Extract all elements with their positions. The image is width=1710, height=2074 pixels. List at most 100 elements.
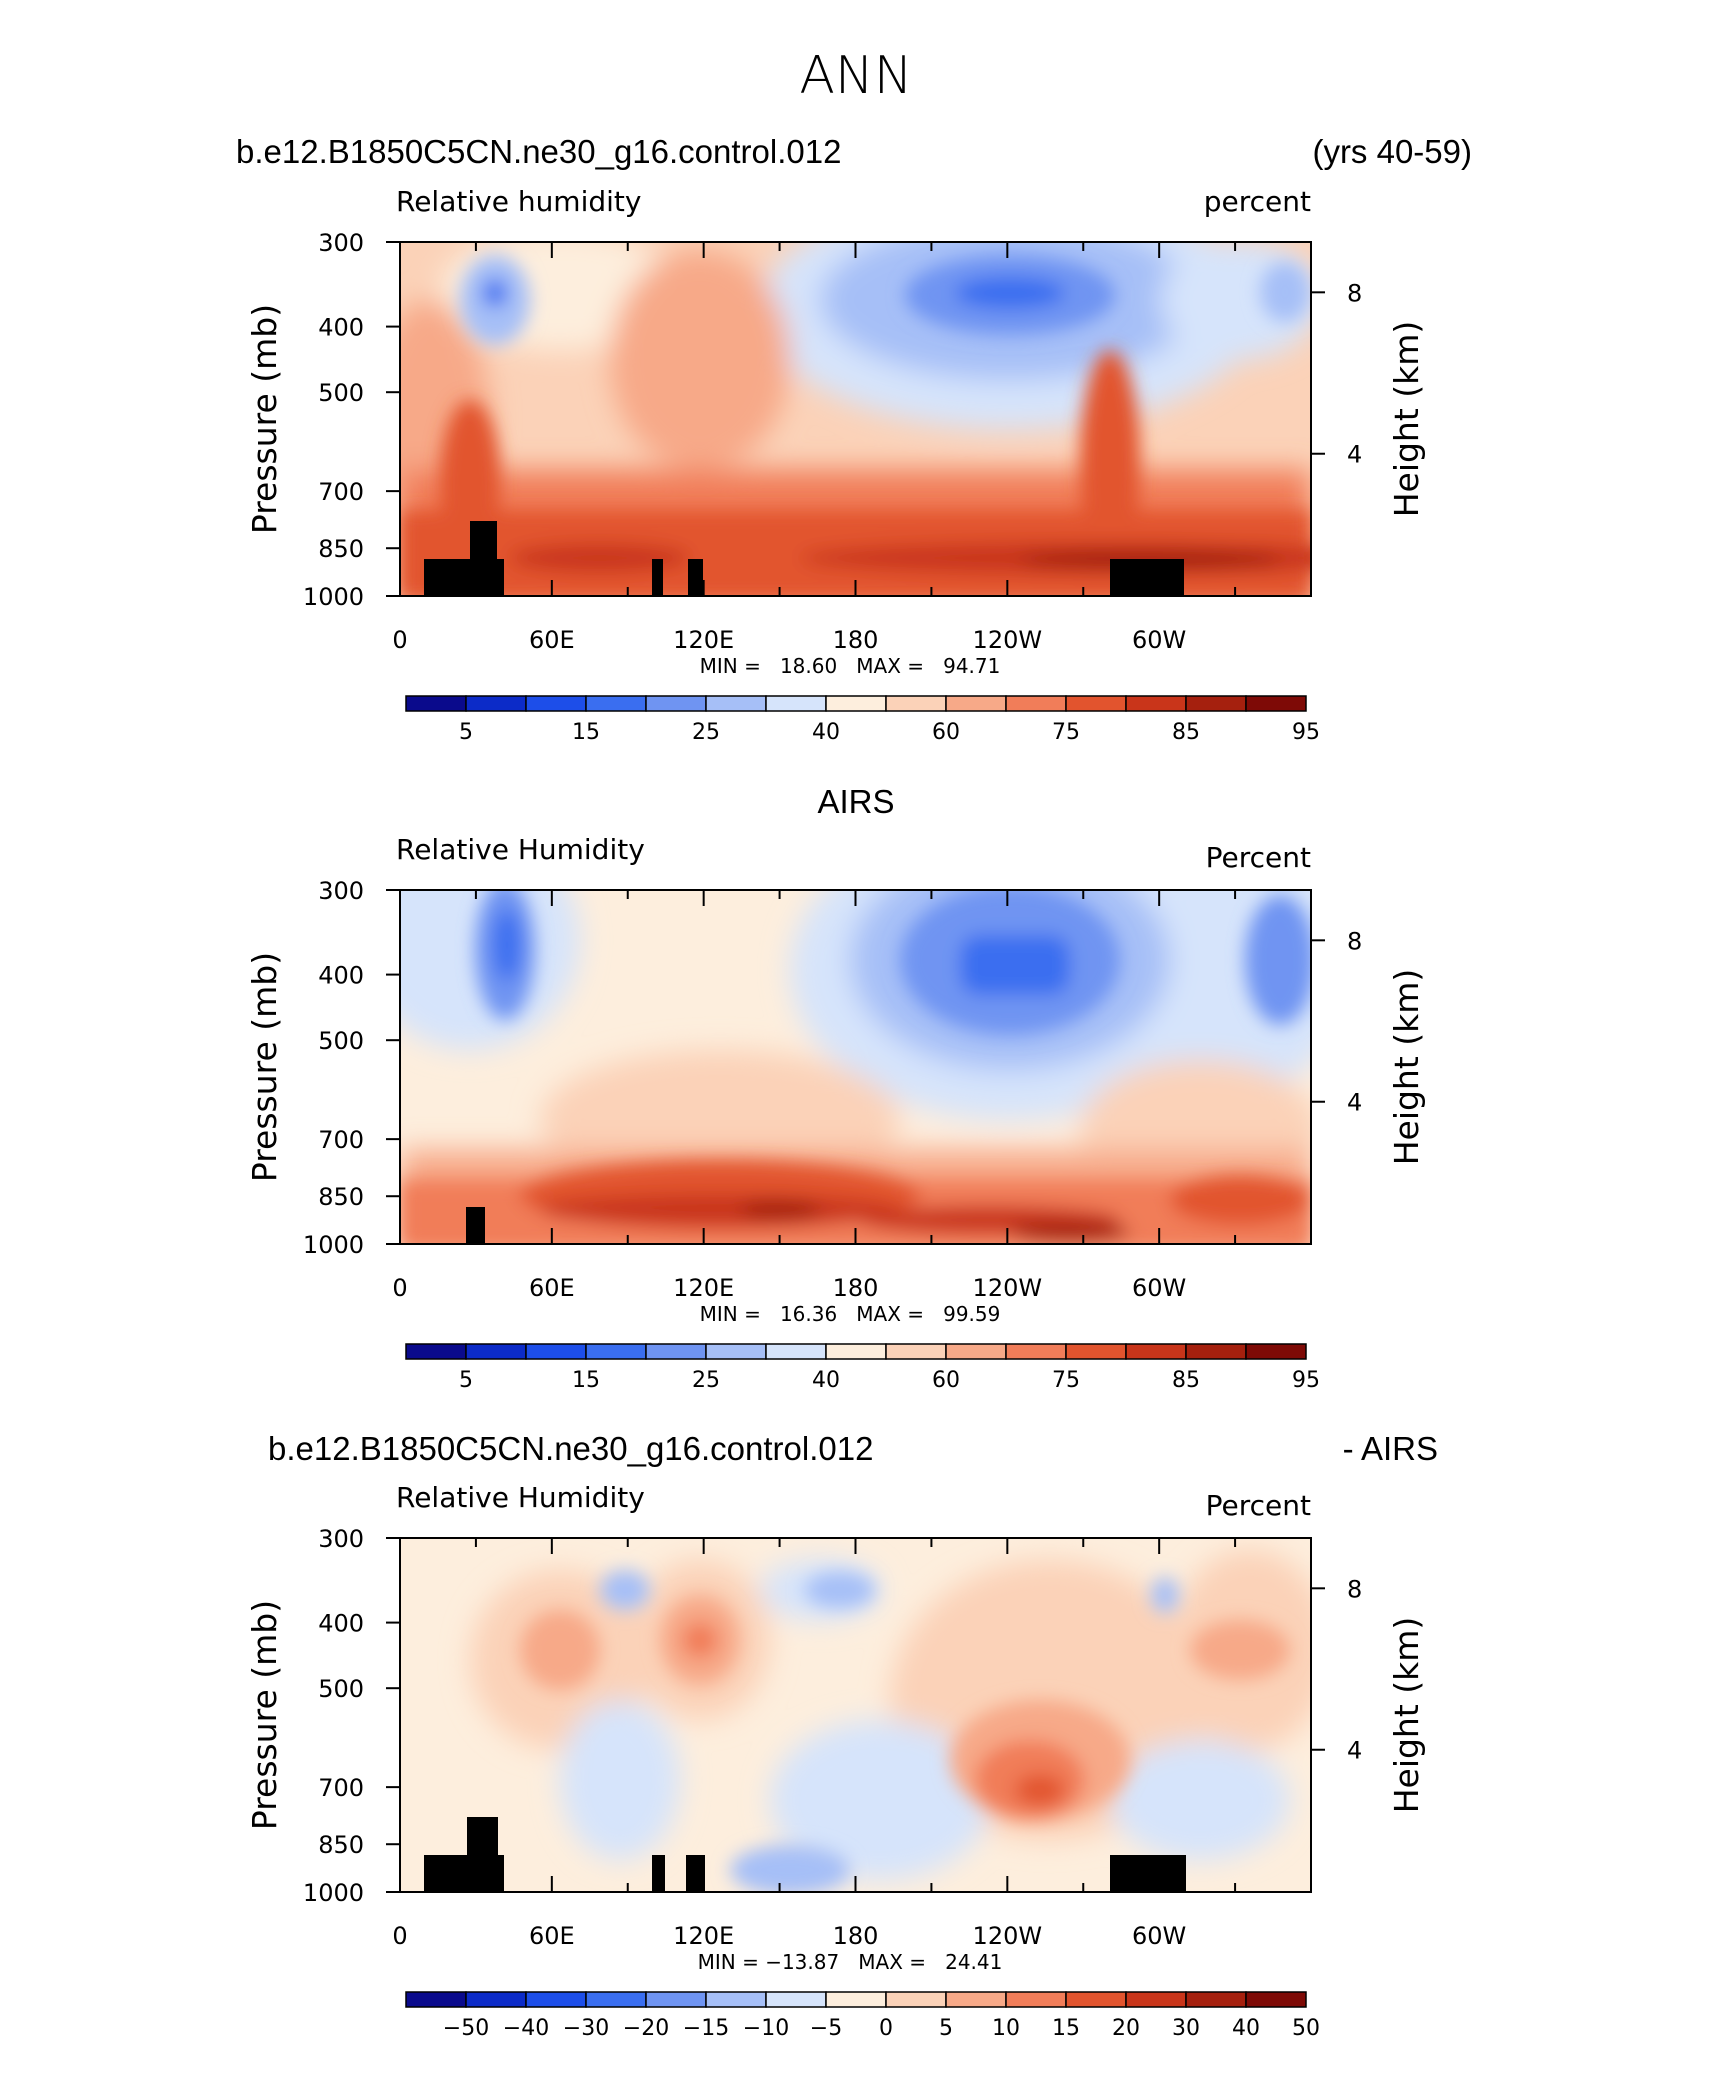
panel-airs-variable: Relative Humidity — [396, 833, 645, 866]
colorbar-label: 15 — [1052, 2016, 1080, 2041]
colorbar-box — [825, 1991, 887, 2008]
colorbar-box — [405, 695, 467, 712]
x-tick-label: 0 — [392, 1274, 407, 1302]
y-tick-label: 300 — [318, 229, 364, 257]
y-tick-label: 500 — [318, 1027, 364, 1055]
x-tick-label: 60E — [529, 626, 575, 654]
colorbar-box — [585, 1343, 647, 1360]
colorbar-box — [765, 1343, 827, 1360]
panel-model-variable: Relative humidity — [396, 185, 641, 218]
y-axis-title: Pressure (mb) — [245, 952, 284, 1182]
colorbar-label: 40 — [812, 720, 840, 745]
colorbar-label: −50 — [443, 2016, 489, 2041]
colorbar-label: 75 — [1052, 720, 1080, 745]
y-axis-title: Pressure (mb) — [245, 304, 284, 534]
panel-diff-title-right: - AIRS — [1343, 1430, 1438, 1467]
panel-airs-topography — [466, 1207, 485, 1244]
colorbar-label: 10 — [992, 2016, 1020, 2041]
panel-diff-field — [400, 1538, 1311, 1892]
y-tick-label: 850 — [318, 1183, 364, 1211]
y-right-tick-label: 8 — [1347, 279, 1362, 307]
y-right-tick-label: 4 — [1347, 1737, 1362, 1765]
x-tick-label: 180 — [833, 1922, 879, 1950]
colorbar-box — [1185, 1343, 1247, 1360]
y-right-axis-title: Height (km) — [1387, 969, 1426, 1166]
colorbar-label: 40 — [1232, 2016, 1260, 2041]
colorbar-box — [1245, 1991, 1307, 2008]
colorbar-box — [1125, 1991, 1187, 2008]
colorbar-label: −30 — [563, 2016, 609, 2041]
x-tick-label: 60E — [529, 1922, 575, 1950]
colorbar-label: 25 — [692, 1368, 720, 1393]
y-tick-label: 1000 — [303, 1879, 364, 1907]
panel-model: Relative humidity percent — [245, 185, 1426, 745]
x-tick-label: 120E — [673, 1274, 734, 1302]
colorbar-box — [1005, 695, 1067, 712]
years-label: (yrs 40-59) — [1312, 133, 1472, 170]
y-tick-label: 300 — [318, 1525, 364, 1553]
colorbar-box — [1065, 1991, 1127, 2008]
colorbar-label: 60 — [932, 720, 960, 745]
colorbar-label: −40 — [503, 2016, 549, 2041]
colorbar-box — [1185, 1991, 1247, 2008]
colorbar-label: −15 — [683, 2016, 729, 2041]
y-tick-label: 850 — [318, 535, 364, 563]
colorbar-label: 0 — [879, 2016, 893, 2041]
y-tick-label: 400 — [318, 962, 364, 990]
colorbar-box — [1065, 1343, 1127, 1360]
colorbar-box — [1245, 695, 1307, 712]
colorbar-box — [705, 695, 767, 712]
panel-diff: b.e12.B1850C5CN.ne30_g16.control.012 - A… — [245, 1430, 1438, 2041]
x-tick-label: 0 — [392, 1922, 407, 1950]
colorbar-label: −20 — [623, 2016, 669, 2041]
x-tick-label: 120W — [973, 1922, 1043, 1950]
panel-diff-units: Percent — [1206, 1489, 1311, 1522]
colorbar-box — [1125, 1343, 1187, 1360]
y-tick-label: 700 — [318, 478, 364, 506]
colorbar-label: 75 — [1052, 1368, 1080, 1393]
colorbar-label: 15 — [572, 1368, 600, 1393]
colorbar-box — [945, 695, 1007, 712]
colorbar-box — [1245, 1343, 1307, 1360]
y-right-tick-label: 8 — [1347, 1575, 1362, 1603]
x-tick-label: 180 — [833, 1274, 879, 1302]
panel-airs-field — [400, 890, 1311, 1244]
panel-model-units: percent — [1204, 185, 1311, 218]
panel-airs-colorbar: 5 15 25 40 60 75 85 95 — [405, 1343, 1320, 1393]
panel-diff-title: b.e12.B1850C5CN.ne30_g16.control.012 — [268, 1430, 873, 1467]
colorbar-label: 30 — [1172, 2016, 1200, 2041]
colorbar-label: 5 — [459, 1368, 473, 1393]
colorbar-box — [1185, 695, 1247, 712]
y-tick-label: 500 — [318, 379, 364, 407]
colorbar-box — [465, 695, 527, 712]
colorbar-box — [585, 1991, 647, 2008]
panel-airs-stats: MIN = 16.36 MAX = 99.59 — [700, 1302, 1001, 1326]
x-tick-label: 180 — [833, 626, 879, 654]
x-tick-label: 0 — [392, 626, 407, 654]
y-tick-label: 300 — [318, 877, 364, 905]
case-title: b.e12.B1850C5CN.ne30_g16.control.012 — [236, 133, 841, 170]
panel-airs-units: Percent — [1206, 841, 1311, 874]
colorbar-label: 40 — [812, 1368, 840, 1393]
colorbar-box — [1065, 695, 1127, 712]
colorbar-label: 85 — [1172, 720, 1200, 745]
x-tick-label: 60E — [529, 1274, 575, 1302]
panel-model-colorbar: 5 15 25 40 60 75 85 95 — [405, 695, 1320, 745]
colorbar-label: 15 — [572, 720, 600, 745]
colorbar-box — [525, 1343, 587, 1360]
colorbar-box — [945, 1991, 1007, 2008]
panel-model-stats: MIN = 18.60 MAX = 94.71 — [700, 654, 1001, 678]
colorbar-box — [765, 695, 827, 712]
x-tick-label: 120W — [973, 626, 1043, 654]
colorbar-box — [945, 1343, 1007, 1360]
panel-airs: AIRS Relative Humidity Percent — [245, 783, 1426, 1393]
y-tick-label: 1000 — [303, 583, 364, 611]
colorbar-box — [885, 695, 947, 712]
colorbar-label: 20 — [1112, 2016, 1140, 2041]
colorbar-box — [585, 695, 647, 712]
colorbar-label: 25 — [692, 720, 720, 745]
colorbar-box — [645, 1991, 707, 2008]
x-tick-label: 60W — [1132, 1922, 1186, 1950]
y-right-tick-label: 4 — [1347, 1089, 1362, 1117]
